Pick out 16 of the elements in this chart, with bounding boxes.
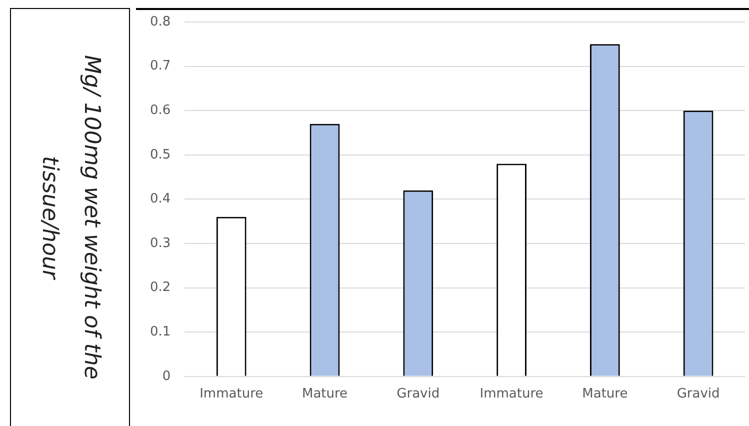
y-tick-label: 0.1 [150, 324, 171, 340]
x-tick-label: Immature [200, 386, 264, 402]
y-tick-label: 0 [162, 368, 171, 384]
y-tick-label: 0.2 [150, 280, 171, 296]
y-tick-label: 0.5 [150, 147, 171, 162]
x-tick-label: Mature [582, 386, 628, 402]
x-tick-label: Mature [302, 386, 348, 402]
y-tick-label: 0.8 [150, 14, 171, 30]
x-tick-label: Gravid [676, 386, 720, 402]
y-tick-label: 0.6 [150, 102, 171, 118]
y-axis-title: Mg/ 100mg wet weight of the tissue/hour [10, 8, 130, 426]
y-tick-label: 0.7 [150, 58, 171, 74]
y-tick-label: 0.4 [150, 192, 171, 207]
x-tick-label: Immature [480, 386, 544, 402]
y-tick-label: 0.3 [150, 236, 171, 251]
x-tick-label: Gravid [396, 386, 440, 402]
